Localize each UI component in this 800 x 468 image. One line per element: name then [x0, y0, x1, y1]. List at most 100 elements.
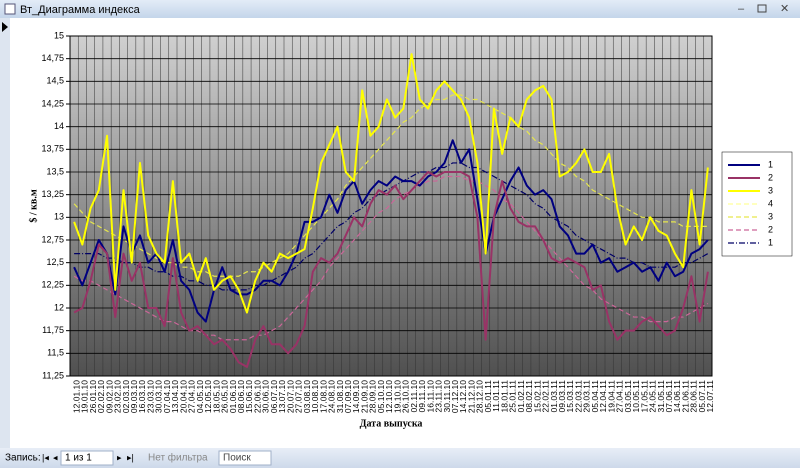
x-tick-label: 19.01.10 — [80, 380, 90, 413]
legend-label: 1 — [768, 159, 773, 169]
y-tick-label: 15 — [54, 30, 64, 40]
window-title: Вт_Диаграмма индекса — [20, 4, 141, 16]
x-tick-label: 16.11.10 — [425, 380, 435, 413]
y-tick-label: 14,25 — [41, 98, 64, 108]
x-tick-label: 29.03.11 — [582, 380, 592, 413]
y-tick-label: 11,75 — [42, 325, 64, 335]
x-tick-label: 14.09.10 — [351, 380, 361, 413]
x-tick-label: 09.03.10 — [129, 380, 139, 413]
record-selector — [0, 18, 10, 448]
x-tick-label: 09.11.10 — [417, 380, 427, 413]
x-tick-label: 23.03.10 — [145, 380, 155, 413]
x-tick-label: 07.12.10 — [450, 380, 460, 413]
x-tick-label: 19.10.10 — [392, 380, 402, 413]
navigation-bar — [0, 448, 800, 468]
x-tick-label: 24.08.10 — [327, 380, 337, 413]
y-axis-title: $ / кв.м — [28, 189, 39, 222]
x-tick-label: 05.07.11 — [697, 380, 707, 413]
x-tick-label: 07.04.10 — [162, 380, 172, 413]
x-tick-label: 12.10.10 — [384, 380, 394, 413]
record-box[interactable] — [60, 450, 114, 466]
record-arrow — [2, 22, 8, 32]
x-tick-label: 03.08.10 — [302, 380, 312, 413]
search-text: Поиск — [223, 453, 251, 464]
nav-last[interactable]: ▸| — [127, 452, 134, 462]
legend-label: 2 — [768, 224, 773, 234]
nav-next[interactable]: ▸ — [117, 452, 122, 462]
y-tick-label: 14,5 — [46, 76, 64, 86]
series-line — [73, 175, 709, 341]
close[interactable]: ✕ — [780, 3, 789, 15]
x-tick-label: 01.03.11 — [549, 380, 559, 413]
record-position: 1 из 1 — [65, 453, 92, 464]
x-tick-label: 08.02.11 — [524, 380, 534, 413]
series-line — [73, 94, 708, 277]
maximize[interactable] — [757, 4, 767, 13]
x-tick-label: 20.04.10 — [178, 380, 188, 413]
x-tick-label: 13.04.10 — [170, 380, 180, 413]
x-tick-label: 07.09.10 — [343, 380, 353, 413]
x-tick-label: 23.02.10 — [113, 380, 123, 413]
x-tick-label: 20.07.10 — [285, 380, 295, 413]
x-tick-label: 15.06.10 — [244, 380, 254, 413]
x-tick-label: 18.01.11 — [499, 380, 509, 413]
legend-label: 2 — [768, 172, 773, 182]
x-tick-label: 10.08.10 — [310, 380, 320, 413]
x-tick-label: 17.08.10 — [318, 380, 328, 413]
x-tick-label: 12.05.10 — [203, 380, 213, 413]
title-bar — [0, 0, 800, 18]
x-tick-label: 22.06.10 — [252, 380, 262, 413]
y-tick-label: 12,25 — [41, 280, 64, 290]
x-axis-title: Дата выпуска — [360, 418, 423, 429]
x-tick-label: 26.01.10 — [88, 380, 98, 413]
x-tick-label: 16.03.10 — [137, 380, 147, 413]
x-tick-label: 30.11.10 — [442, 380, 452, 413]
y-tick-label: 14,75 — [41, 53, 64, 63]
x-tick-label: 09.03.11 — [557, 380, 567, 413]
y-tick-label: 11,25 — [42, 370, 64, 380]
minimize[interactable]: – — [738, 3, 745, 15]
x-tick-label: 22.03.11 — [573, 380, 583, 413]
x-tick-label: 31.05.11 — [656, 380, 666, 413]
x-tick-label: 30.06.10 — [261, 380, 271, 413]
window-icon — [4, 3, 16, 15]
x-tick-label: 08.06.10 — [236, 380, 246, 413]
x-tick-label: 24.05.11 — [648, 380, 658, 413]
search-box[interactable] — [218, 450, 272, 466]
x-tick-label: 18.05.10 — [211, 380, 221, 413]
x-tick-label: 19.04.11 — [606, 380, 616, 413]
x-tick-label: 26.10.10 — [401, 380, 411, 413]
x-tick-label: 15.02.11 — [532, 380, 542, 413]
x-tick-label: 10.05.11 — [631, 380, 641, 413]
x-tick-label: 02.02.10 — [96, 380, 106, 413]
nav-first[interactable]: |◂ — [42, 452, 49, 462]
legend-label: 4 — [768, 198, 773, 208]
x-tick-label: 12.07.11 — [705, 380, 715, 413]
series-line — [73, 53, 709, 314]
x-tick-label: 28.12.10 — [475, 380, 485, 413]
legend-label: 1 — [768, 237, 773, 247]
x-tick-label: 27.07.10 — [294, 380, 304, 413]
x-tick-label: 05.04.11 — [590, 380, 600, 413]
x-tick-label: 27.04.10 — [187, 380, 197, 413]
x-tick-label: 05.10.10 — [376, 380, 386, 413]
x-tick-label: 14.12.10 — [458, 380, 468, 413]
window-buttons[interactable]: – ✕ — [738, 3, 789, 15]
legend-label: 3 — [768, 211, 773, 221]
x-tick-label: 27.04.11 — [615, 380, 625, 413]
nav-prev[interactable]: ◂ — [53, 452, 58, 462]
x-tick-label: 22.02.11 — [541, 380, 551, 413]
x-tick-label: 21.12.10 — [466, 380, 476, 413]
x-tick-label: 09.02.10 — [104, 380, 114, 413]
x-tick-label: 26.05.10 — [220, 380, 230, 413]
y-tick-label: 12 — [54, 302, 64, 312]
x-tick-label: 30.03.10 — [154, 380, 164, 413]
y-tick-label: 14 — [54, 121, 64, 131]
x-tick-label: 01.06.10 — [228, 380, 238, 413]
x-tick-label: 15.03.11 — [565, 380, 575, 413]
filter-status[interactable]: Нет фильтра — [148, 452, 208, 464]
y-tick-label: 11,5 — [47, 348, 64, 358]
y-tick-label: 13,75 — [41, 144, 64, 154]
x-tick-label: 11.01.11 — [491, 380, 501, 412]
